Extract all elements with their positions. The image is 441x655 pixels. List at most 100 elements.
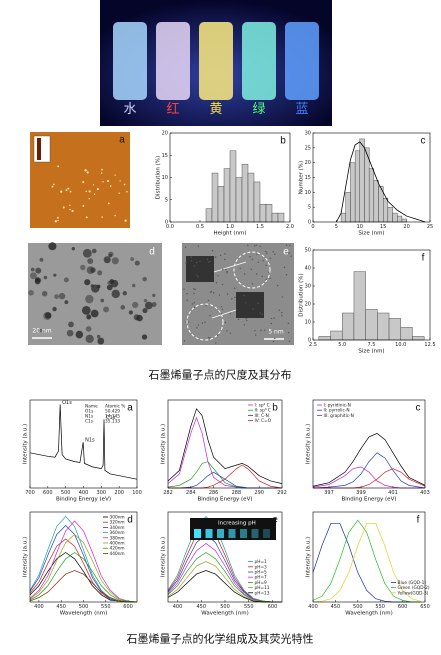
y-tick-label: 40 xyxy=(305,266,311,272)
lattice-dot xyxy=(194,288,196,291)
lattice-dot xyxy=(185,262,187,264)
color-bar xyxy=(37,138,41,160)
lattice-dot xyxy=(265,264,267,267)
tem-dot xyxy=(142,307,148,314)
vial-photo: 水 红 黄 绿 蓝 xyxy=(100,0,332,126)
x-tick-label: 5 xyxy=(335,224,338,230)
plot-frame xyxy=(29,511,138,603)
tem-dot xyxy=(90,309,99,318)
afm-dot xyxy=(53,183,55,186)
plot-frame xyxy=(167,511,283,603)
x-tick-label: 12.5 xyxy=(424,342,435,348)
inset-cell: O1s xyxy=(85,409,94,415)
lattice-dot xyxy=(265,250,267,253)
afm-dot xyxy=(88,190,91,193)
lattice-dot xyxy=(270,322,272,325)
y-axis-title: Intensity (a.u.) xyxy=(23,424,29,464)
bar xyxy=(229,150,237,223)
panel-label: e xyxy=(283,247,289,258)
lattice-dot xyxy=(183,340,186,342)
scale-bar-label: 20 nm xyxy=(32,328,51,335)
y-tick-label: 15 xyxy=(162,153,168,159)
lattice-dot xyxy=(285,274,288,276)
chart-panel: 0 5 10 15 20 25 0 5 10 15 20 25 30 Size (nm) Number (%… xyxy=(299,131,434,237)
lattice-dot xyxy=(222,268,224,271)
bar xyxy=(345,192,351,223)
tem-dot xyxy=(152,293,156,297)
tem-dot xyxy=(103,306,110,313)
x-tick-label: 282 xyxy=(163,490,173,496)
series-line xyxy=(29,520,138,603)
x-tick-label: 400 xyxy=(173,604,183,610)
legend-label: pH=5 xyxy=(255,570,268,576)
lattice-dot xyxy=(207,299,210,302)
lattice-dot xyxy=(233,287,236,289)
tem-dot xyxy=(100,298,105,303)
x-tick-label: 700 xyxy=(25,490,35,496)
afm-dot xyxy=(69,208,71,211)
lattice-dot xyxy=(214,256,217,258)
arrow xyxy=(211,309,237,319)
lattice-dot xyxy=(289,244,291,247)
tem-dot xyxy=(87,258,94,264)
legend-label: 440nm xyxy=(110,551,125,557)
legend-label: pH=1 xyxy=(255,559,268,565)
lattice-dot xyxy=(287,331,290,334)
lattice-dot xyxy=(257,302,259,305)
y-tick-label: 25 xyxy=(305,145,311,151)
lattice-dot xyxy=(266,252,268,254)
panel-label: c xyxy=(416,403,421,414)
y-axis-title: Intensity (a.u.) xyxy=(306,537,312,577)
bar xyxy=(387,206,393,223)
tem-dot xyxy=(43,275,48,280)
lattice-dot xyxy=(197,324,200,326)
tem-dot xyxy=(84,279,91,286)
bar xyxy=(265,203,273,223)
inset-header: Name xyxy=(85,404,98,410)
caption: 石墨烯量子点的化学组成及其荧光特性 xyxy=(127,632,314,646)
afm-dot xyxy=(96,188,99,191)
inset-vial xyxy=(263,529,270,538)
x-tick-label: 400 xyxy=(34,604,44,610)
tem-dot xyxy=(54,294,60,300)
x-tick-label: 403 xyxy=(420,490,430,496)
x-tick-label: 401 xyxy=(388,490,398,496)
vial xyxy=(242,22,276,100)
tem-dot xyxy=(28,289,34,296)
lattice-dot xyxy=(226,293,229,295)
afm-dot xyxy=(69,204,71,207)
lattice-dot xyxy=(196,274,198,277)
bar xyxy=(342,312,355,341)
plot-area xyxy=(318,271,425,341)
afm-dot xyxy=(93,193,96,195)
bar xyxy=(223,168,231,223)
vial xyxy=(199,22,233,100)
y-tick-label: 50 xyxy=(305,248,311,254)
lattice-dot xyxy=(193,265,196,267)
photo-label: 水 xyxy=(123,101,136,116)
legend-label: Yellow(GQD-3) xyxy=(397,590,429,596)
lattice-dot xyxy=(283,266,286,269)
legend-label: pH=3 xyxy=(255,564,268,570)
afm-dot xyxy=(118,192,120,194)
legend-label: II: pyrrolic-N xyxy=(324,408,350,414)
y-axis-title: Intensity (a.u.) xyxy=(161,424,167,464)
legend-label: Green (GQD-2) xyxy=(398,585,430,591)
tem-dot xyxy=(66,329,74,337)
inset-vial xyxy=(194,529,201,538)
legend-label: pH=7 xyxy=(255,575,268,581)
x-tick-label: 450 xyxy=(331,604,341,610)
x-tick-label: 2.5 xyxy=(309,342,317,348)
series-line xyxy=(167,461,282,489)
x-tick-label: 10 xyxy=(357,224,363,230)
dot-outline xyxy=(233,251,271,289)
lattice-dot xyxy=(193,306,196,309)
x-tick-label: 550 xyxy=(101,604,111,610)
afm-image: a xyxy=(30,132,130,228)
y-tick-label: 30 xyxy=(305,284,311,290)
afm-dot xyxy=(114,214,116,217)
x-tick-label: 550 xyxy=(375,604,385,610)
tem-dot xyxy=(111,289,120,299)
tem-dot xyxy=(131,283,136,288)
afm-dot xyxy=(82,180,85,184)
